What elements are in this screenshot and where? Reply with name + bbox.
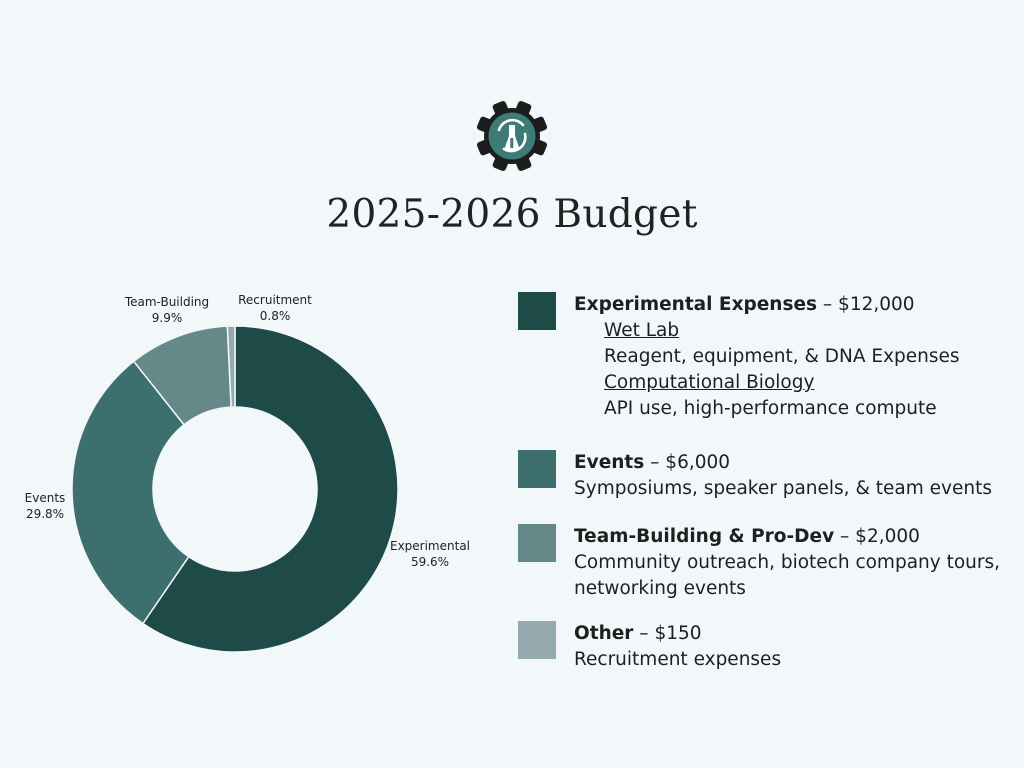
- legend-subsection-title: Computational Biology: [604, 372, 815, 393]
- legend-swatch-experimental: [518, 292, 556, 330]
- legend-subsection-title: Wet Lab: [604, 320, 680, 341]
- legend-desc: Symposiums, speaker panels, & team event…: [574, 478, 992, 499]
- legend-amount: $150: [654, 623, 702, 644]
- legend-subsection-desc: API use, high-performance compute: [604, 398, 937, 419]
- slice-percent-recruitment: 0.8%: [260, 309, 291, 323]
- slice-label-experimental: Experimental: [390, 539, 470, 553]
- legend-desc: Community outreach, biotech company tour…: [574, 552, 1001, 599]
- legend-name: Team-Building & Pro-Dev: [574, 526, 835, 547]
- slice-label-events: Events: [25, 491, 66, 505]
- slice-label-team-building: Team-Building: [124, 295, 209, 309]
- legend-swatch-team-building: [518, 524, 556, 562]
- legend-amount: $2,000: [855, 526, 920, 547]
- legend-name: Other: [574, 623, 634, 644]
- legend-desc: Recruitment expenses: [574, 649, 782, 670]
- donut-chart: Experimental 59.6% Events 29.8% Team-Buildin…: [25, 293, 470, 653]
- legend-amount: $6,000: [665, 452, 731, 473]
- donut-slice-experimental: [141, 325, 399, 653]
- legend-swatch-events: [518, 450, 556, 488]
- slice-percent-events: 29.8%: [26, 507, 64, 521]
- legend-name: Experimental Expenses: [574, 294, 818, 315]
- legend-subsection-desc: Reagent, equipment, & DNA Expenses: [604, 346, 960, 367]
- donut-slice-events: [71, 360, 190, 625]
- page-title: 2025-2026 Budget: [326, 192, 698, 237]
- slice-percent-team-building: 9.9%: [152, 311, 183, 325]
- slice-label-recruitment: Recruitment: [238, 293, 312, 307]
- legend-amount: $12,000: [838, 294, 915, 315]
- legend-name: Events: [574, 452, 645, 473]
- donut-slice-recruitment: [226, 325, 236, 408]
- legend-swatch-other: [518, 621, 556, 659]
- slice-percent-experimental: 59.6%: [411, 555, 449, 569]
- gear-with-flask-icon: [476, 100, 548, 172]
